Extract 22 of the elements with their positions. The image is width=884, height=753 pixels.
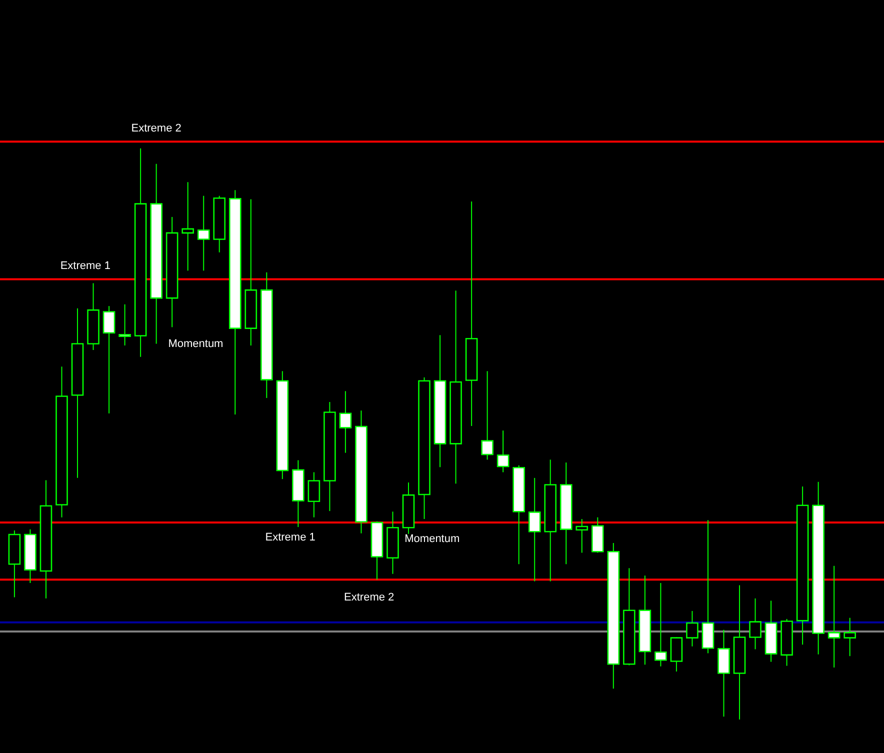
candlestick [686, 610, 698, 647]
candlestick [844, 617, 856, 657]
candlestick [528, 477, 541, 582]
candlestick [118, 304, 131, 346]
candlestick [102, 306, 116, 414]
candlestick [828, 565, 840, 668]
ref-line-label: Extreme 1 [60, 260, 110, 272]
ref-line-label: Extreme 2 [131, 122, 182, 135]
annotation: Momentum [168, 338, 224, 350]
ref-line-label: Extreme 2 [344, 592, 394, 604]
annotation: Momentum [404, 533, 460, 545]
candlestick [749, 598, 762, 650]
candlestick [197, 195, 210, 272]
candlestick [308, 472, 320, 518]
candlestick [670, 636, 683, 672]
candlestick [496, 430, 510, 473]
candlestick [339, 390, 352, 454]
ref-line-label: Extreme 1 [265, 531, 316, 544]
candlestick [481, 370, 494, 460]
candlestick [576, 518, 588, 554]
candlestick [654, 582, 667, 667]
candlestick [182, 182, 194, 272]
